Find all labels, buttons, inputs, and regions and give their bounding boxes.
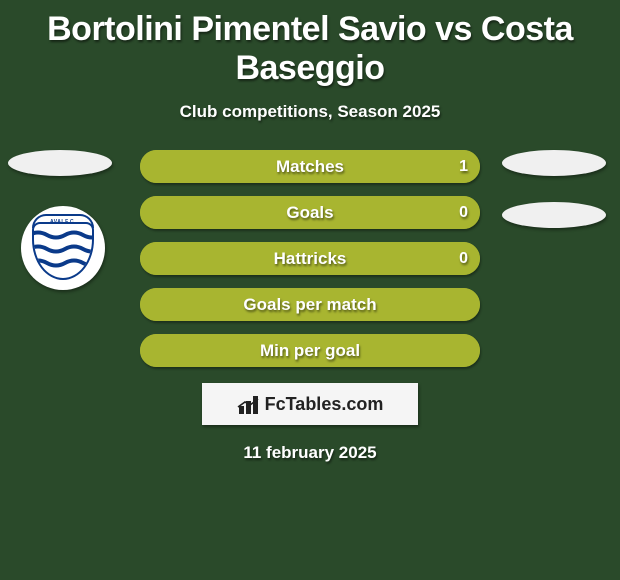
stat-label: Goals <box>140 196 480 229</box>
stat-value: 0 <box>459 196 468 229</box>
stat-row-hattricks: Hattricks 0 <box>140 242 480 275</box>
stat-label: Min per goal <box>140 334 480 367</box>
club-logo-left: AVAI F.C. <box>21 206 105 290</box>
comparison-main: AVAI F.C. Matches 1 Goals 0 <box>0 150 620 463</box>
page-title: Bortolini Pimentel Savio vs Costa Basegg… <box>0 0 620 88</box>
right-player-column <box>502 150 612 228</box>
stats-bars: Matches 1 Goals 0 Hattricks 0 Goals per … <box>140 150 480 367</box>
left-player-placeholder <box>8 150 112 176</box>
stat-label: Matches <box>140 150 480 183</box>
stat-value: 0 <box>459 242 468 275</box>
footer-date: 11 february 2025 <box>0 443 620 463</box>
brand-text: FcTables.com <box>265 394 384 415</box>
stat-label: Goals per match <box>140 288 480 321</box>
right-club-placeholder <box>502 202 606 228</box>
left-player-column: AVAI F.C. <box>8 150 118 290</box>
stat-value: 1 <box>459 150 468 183</box>
stat-row-min-per-goal: Min per goal <box>140 334 480 367</box>
stat-label: Hattricks <box>140 242 480 275</box>
brand-attribution: FcTables.com <box>202 383 418 425</box>
shield-icon: AVAI F.C. <box>32 214 94 282</box>
stat-row-goals: Goals 0 <box>140 196 480 229</box>
bar-chart-icon <box>237 394 259 414</box>
right-player-placeholder <box>502 150 606 176</box>
page-subtitle: Club competitions, Season 2025 <box>0 102 620 122</box>
stat-row-matches: Matches 1 <box>140 150 480 183</box>
stat-row-goals-per-match: Goals per match <box>140 288 480 321</box>
